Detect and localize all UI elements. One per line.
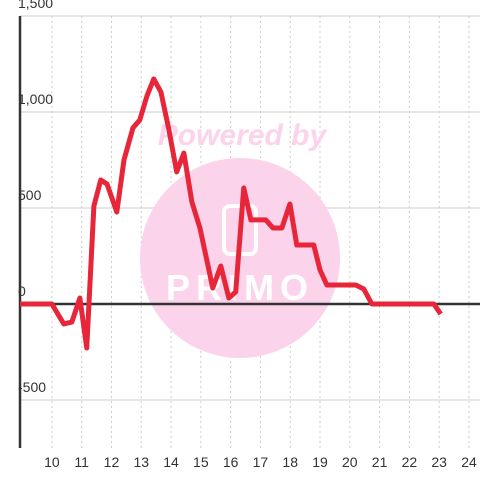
x-tick-label: 10 [44, 454, 60, 470]
x-tick-label: 13 [133, 454, 149, 470]
x-tick-label: 20 [342, 454, 358, 470]
x-tick-label: 19 [312, 454, 328, 470]
y-tick-label: -500 [18, 379, 46, 395]
x-tick-label: 14 [163, 454, 179, 470]
x-tick-label: 16 [223, 454, 239, 470]
data-line [20, 76, 443, 351]
x-tick-label: 21 [372, 454, 388, 470]
x-tick-label: 11 [74, 454, 89, 470]
x-tick-label: 22 [402, 454, 418, 470]
watermark-logo: PRIMO [166, 267, 314, 308]
y-tick-label: 1,500 [18, 0, 53, 11]
watermark-text: Powered by [158, 119, 328, 152]
x-tick-label: 23 [431, 454, 447, 470]
x-tick-label: 24 [461, 454, 477, 470]
y-tick-label: 1,000 [18, 91, 53, 107]
y-tick-label: 500 [18, 187, 42, 203]
x-tick-label: 18 [282, 454, 298, 470]
x-tick-label: 17 [253, 454, 269, 470]
y-tick-label: 0 [18, 283, 26, 299]
x-tick-label: 15 [193, 454, 209, 470]
x-tick-label: 12 [104, 454, 120, 470]
